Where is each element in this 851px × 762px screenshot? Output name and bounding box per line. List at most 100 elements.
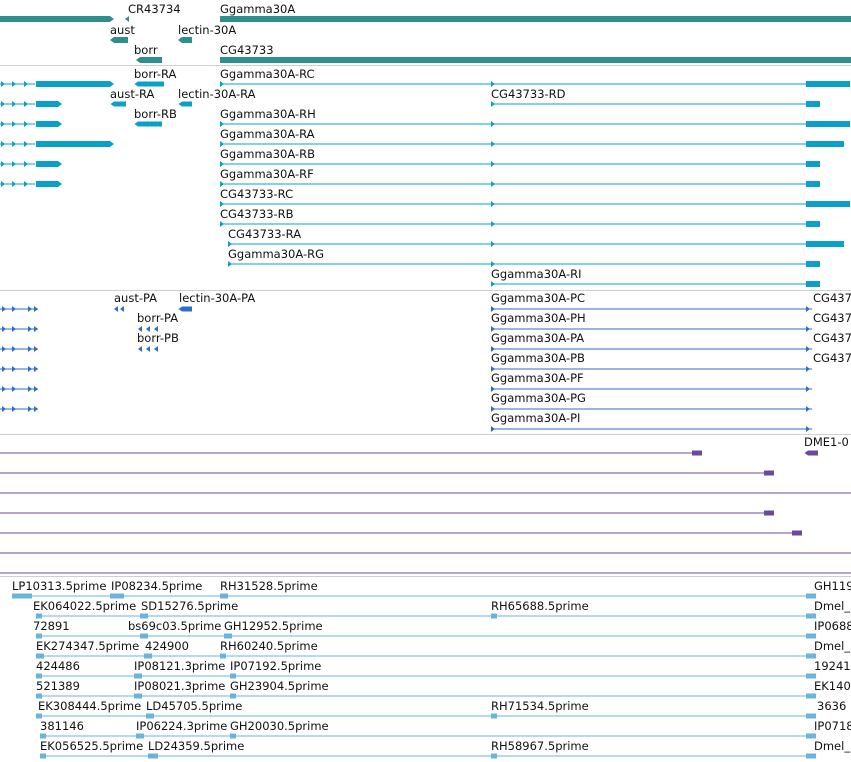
est-glyph[interactable] xyxy=(40,753,46,759)
est-label[interactable]: 3636 xyxy=(817,699,847,713)
est-label[interactable]: 424486 xyxy=(36,659,80,673)
protein-glyph[interactable] xyxy=(491,426,495,432)
protein-label[interactable]: aust-PA xyxy=(114,291,158,305)
est-glyph[interactable] xyxy=(140,613,148,619)
est-glyph[interactable] xyxy=(40,733,46,739)
protein-glyph[interactable] xyxy=(806,326,810,332)
est-label[interactable]: 424900 xyxy=(145,639,189,653)
est-label[interactable]: IP08121.3prime xyxy=(134,659,226,673)
transcript-label[interactable]: CG43733-RD xyxy=(491,87,566,101)
protein-glyph[interactable] xyxy=(34,326,38,332)
est-label[interactable]: IP06224.3prime xyxy=(136,719,228,733)
transcript-glyph[interactable] xyxy=(220,181,224,187)
transcript-glyph[interactable] xyxy=(491,181,495,187)
transcript-glyph[interactable] xyxy=(182,101,192,107)
transcript-glyph[interactable] xyxy=(36,101,58,107)
gene-label-borr[interactable]: borr xyxy=(134,43,158,57)
transcript-glyph[interactable] xyxy=(24,81,28,87)
transcript-glyph[interactable] xyxy=(1,141,5,147)
transcript-glyph[interactable] xyxy=(1,121,5,127)
transcript-glyph[interactable] xyxy=(806,141,844,147)
est-label[interactable]: GH23904.5prime xyxy=(230,679,329,693)
protein-glyph[interactable] xyxy=(12,386,16,392)
est-label[interactable]: EK064022.5prime xyxy=(33,599,137,613)
est-glyph[interactable] xyxy=(806,733,816,739)
transcript-glyph[interactable] xyxy=(134,121,139,127)
est-glyph[interactable] xyxy=(148,753,158,759)
protein-glyph[interactable] xyxy=(12,346,16,352)
protein-glyph[interactable] xyxy=(34,366,38,372)
transcript-glyph[interactable] xyxy=(122,101,126,107)
est-label[interactable]: IP08234.5prime xyxy=(111,579,203,593)
transcript-glyph[interactable] xyxy=(491,201,495,207)
gene-glyph[interactable] xyxy=(140,57,162,63)
transcript-glyph[interactable] xyxy=(491,101,495,107)
est-glyph[interactable] xyxy=(12,593,32,599)
protein-label[interactable]: lectin-30A-PA xyxy=(179,291,256,305)
transcript-glyph[interactable] xyxy=(816,161,820,167)
est-glyph[interactable] xyxy=(134,673,142,679)
est-glyph[interactable] xyxy=(491,753,497,759)
other-feature-glyph[interactable] xyxy=(792,530,802,536)
protein-label[interactable]: Ggamma30A-PG xyxy=(491,391,586,405)
protein-glyph[interactable] xyxy=(2,406,6,412)
transcript-glyph[interactable] xyxy=(24,121,28,127)
protein-label[interactable]: Ggamma30A-PB xyxy=(491,351,585,365)
est-label[interactable]: RH71534.5prime xyxy=(491,699,589,713)
protein-glyph[interactable] xyxy=(2,366,6,372)
est-glyph[interactable] xyxy=(806,693,816,699)
protein-glyph[interactable] xyxy=(806,366,810,372)
protein-glyph[interactable] xyxy=(114,306,118,312)
transcript-label[interactable]: Ggamma30A-RI xyxy=(491,267,582,281)
gene-label-lectin-30a[interactable]: lectin-30A xyxy=(178,23,237,37)
transcript-glyph[interactable] xyxy=(806,121,850,127)
protein-label[interactable]: Ggamma30A-PI xyxy=(491,411,581,425)
est-glyph[interactable] xyxy=(36,613,42,619)
est-glyph[interactable] xyxy=(146,713,154,719)
transcript-label[interactable]: aust-RA xyxy=(110,87,155,101)
transcript-glyph[interactable] xyxy=(36,121,58,127)
transcript-glyph[interactable] xyxy=(144,121,148,127)
est-label[interactable]: EK056525.5prime xyxy=(40,739,144,753)
est-label[interactable]: EK308444.5prime xyxy=(38,699,142,713)
transcript-glyph[interactable] xyxy=(1,161,5,167)
est-glyph[interactable] xyxy=(491,613,497,619)
est-glyph[interactable] xyxy=(806,713,816,719)
est-label[interactable]: LP10313.5prime xyxy=(12,579,107,593)
protein-glyph[interactable] xyxy=(806,406,810,412)
protein-glyph[interactable] xyxy=(2,326,6,332)
transcript-glyph[interactable] xyxy=(806,181,820,187)
protein-glyph[interactable] xyxy=(12,306,16,312)
protein-glyph[interactable] xyxy=(28,386,32,392)
est-label[interactable]: GH12952.5prime xyxy=(224,619,323,633)
transcript-glyph[interactable] xyxy=(142,81,146,87)
protein-label[interactable]: CG437 xyxy=(813,351,851,365)
est-glyph[interactable] xyxy=(806,753,816,759)
est-glyph[interactable] xyxy=(134,693,142,699)
gene-label-cg43733[interactable]: CG43733 xyxy=(220,43,274,57)
protein-glyph[interactable] xyxy=(806,306,810,312)
transcript-glyph[interactable] xyxy=(228,241,232,247)
gene-glyph[interactable] xyxy=(178,37,182,43)
transcript-glyph[interactable] xyxy=(228,261,232,267)
gene-glyph[interactable] xyxy=(220,16,851,22)
transcript-glyph[interactable] xyxy=(816,221,820,227)
protein-glyph[interactable] xyxy=(2,386,6,392)
transcript-label[interactable]: borr-RA xyxy=(134,67,177,81)
transcript-glyph[interactable] xyxy=(491,281,495,287)
est-label[interactable]: RH58967.5prime xyxy=(491,739,589,753)
transcript-glyph[interactable] xyxy=(114,101,126,107)
est-glyph[interactable] xyxy=(806,593,816,599)
transcript-glyph[interactable] xyxy=(806,281,820,287)
gene-glyph[interactable] xyxy=(114,37,128,43)
transcript-glyph[interactable] xyxy=(58,161,62,167)
other-feature-glyph[interactable] xyxy=(764,510,774,516)
protein-glyph[interactable] xyxy=(2,306,6,312)
transcript-glyph[interactable] xyxy=(1,81,5,87)
transcript-glyph[interactable] xyxy=(816,101,820,107)
est-label[interactable]: RH31528.5prime xyxy=(220,579,318,593)
protein-glyph[interactable] xyxy=(491,306,495,312)
protein-glyph[interactable] xyxy=(146,326,150,332)
transcript-glyph[interactable] xyxy=(806,161,820,167)
protein-glyph[interactable] xyxy=(28,346,32,352)
